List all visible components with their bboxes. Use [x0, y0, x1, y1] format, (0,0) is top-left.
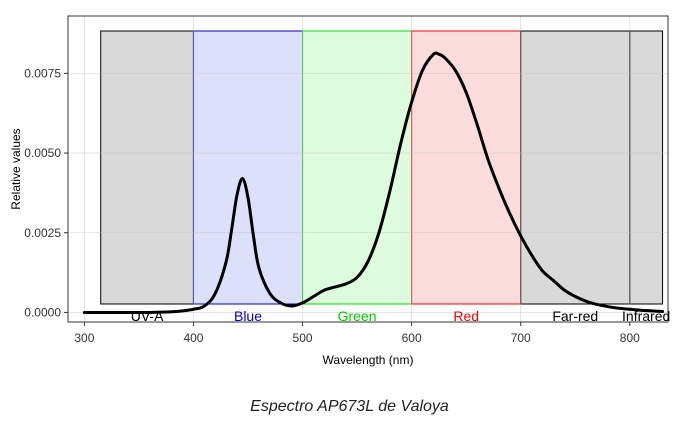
band-label-blue: Blue [234, 308, 262, 324]
y-tick-label: 0.0000 [24, 305, 61, 319]
x-tick-label: 400 [183, 331, 203, 345]
band-blue [192, 30, 304, 305]
band-label-far-red: Far-red [552, 308, 598, 324]
x-tick-label: 800 [620, 331, 640, 345]
band-label-infrared: Infrared [622, 308, 670, 324]
x-tick-label: 500 [293, 331, 313, 345]
x-tick-label: 700 [511, 331, 531, 345]
grid-lines [68, 16, 668, 322]
chart-caption: Espectro AP673L de Valoya [250, 398, 449, 415]
y-tick-label: 0.0050 [24, 146, 61, 160]
band-red [411, 30, 522, 305]
band-infrared [629, 30, 664, 305]
plot-panel-border [67, 15, 669, 323]
axis-ticks: 300 400 500 600 700 800 0.0000 0.0025 0.0050 0.00… [24, 66, 640, 345]
band-rects [100, 30, 664, 305]
band-label-uv-a: UV-A [131, 308, 164, 324]
y-tick-label: 0.0075 [24, 66, 61, 80]
x-tick-label: 600 [402, 331, 422, 345]
band-label-green: Green [338, 308, 377, 324]
band-label-red: Red [453, 308, 479, 324]
band-far-red [520, 30, 631, 305]
spectrum-line [82, 51, 665, 314]
band-uv-a [100, 30, 194, 305]
x-tick-label: 300 [74, 331, 94, 345]
x-axis-title: Wavelength (nm) [323, 353, 414, 367]
band-green [302, 30, 413, 305]
series-lines [82, 51, 665, 314]
y-axis-title: Relative values [9, 128, 23, 209]
y-tick-label: 0.0025 [24, 226, 61, 240]
band-labels: UV-A Blue Green Red Far-red Infrared [131, 308, 671, 324]
